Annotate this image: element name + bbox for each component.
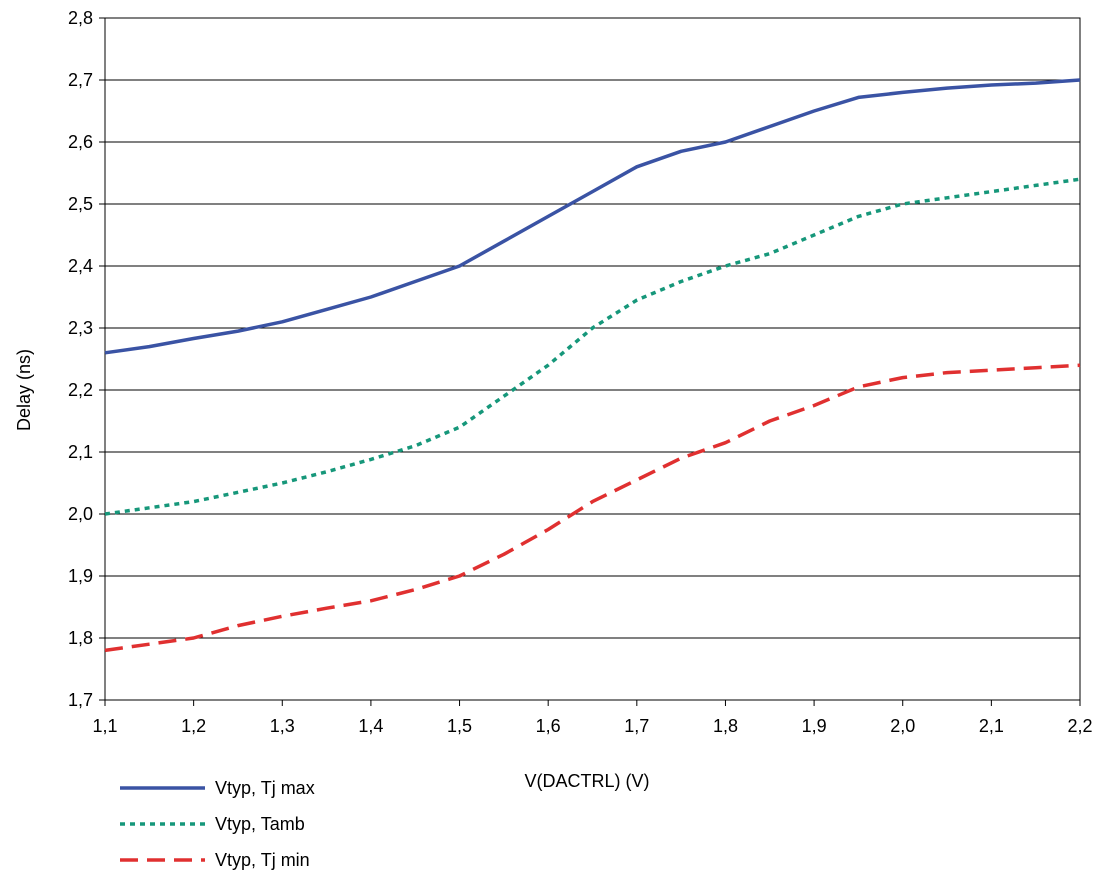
y-tick-label-9: 2,6 xyxy=(68,132,93,152)
x-tick-label-4: 1,5 xyxy=(447,716,472,736)
y-tick-label-5: 2,2 xyxy=(68,380,93,400)
series-line-1 xyxy=(104,177,1081,516)
x-tick-label-1: 1,2 xyxy=(181,716,206,736)
x-tick-label-9: 2,0 xyxy=(890,716,915,736)
y-tick-label-6: 2,3 xyxy=(68,318,93,338)
y-tick-label-7: 2,4 xyxy=(68,256,93,276)
x-tick-label-10: 2,1 xyxy=(979,716,1004,736)
y-tick-label-8: 2,5 xyxy=(68,194,93,214)
y-tick-label-1: 1,8 xyxy=(68,628,93,648)
x-axis-title: V(DACTRL) (V) xyxy=(525,771,650,791)
y-tick-label-4: 2,1 xyxy=(68,442,93,462)
x-tick-label-8: 1,9 xyxy=(802,716,827,736)
y-tick-label-11: 2,8 xyxy=(68,8,93,28)
series-lines xyxy=(104,78,1081,653)
x-tick-label-11: 2,2 xyxy=(1067,716,1092,736)
y-tick-label-3: 2,0 xyxy=(68,504,93,524)
x-tick-label-5: 1,6 xyxy=(536,716,561,736)
legend: Vtyp, Tj max Vtyp, Tamb Vtyp, Tj min xyxy=(120,778,315,870)
x-tick-label-7: 1,8 xyxy=(713,716,738,736)
x-tick-label-3: 1,4 xyxy=(358,716,383,736)
series-line-0 xyxy=(104,78,1081,355)
legend-label-2: Vtyp, Tj min xyxy=(215,850,310,870)
y-axis-title: Delay (ns) xyxy=(14,349,34,431)
legend-label-1: Vtyp, Tamb xyxy=(215,814,305,834)
x-tick-label-2: 1,3 xyxy=(270,716,295,736)
y-tick-label-10: 2,7 xyxy=(68,70,93,90)
legend-label-0: Vtyp, Tj max xyxy=(215,778,315,798)
series-line-2 xyxy=(104,363,1081,653)
plot-frame xyxy=(104,17,1081,701)
y-tick-label-0: 1,7 xyxy=(68,690,93,710)
x-tick-label-6: 1,7 xyxy=(624,716,649,736)
axes xyxy=(99,17,1081,706)
gridlines xyxy=(105,17,1080,701)
x-tick-label-0: 1,1 xyxy=(92,716,117,736)
tick-labels: 1,7 1,8 1,9 2,0 2,1 2,2 2,3 2,4 2,5 2,6 2,7 2,8 1,1 1… xyxy=(68,8,1093,736)
y-tick-label-2: 1,9 xyxy=(68,566,93,586)
